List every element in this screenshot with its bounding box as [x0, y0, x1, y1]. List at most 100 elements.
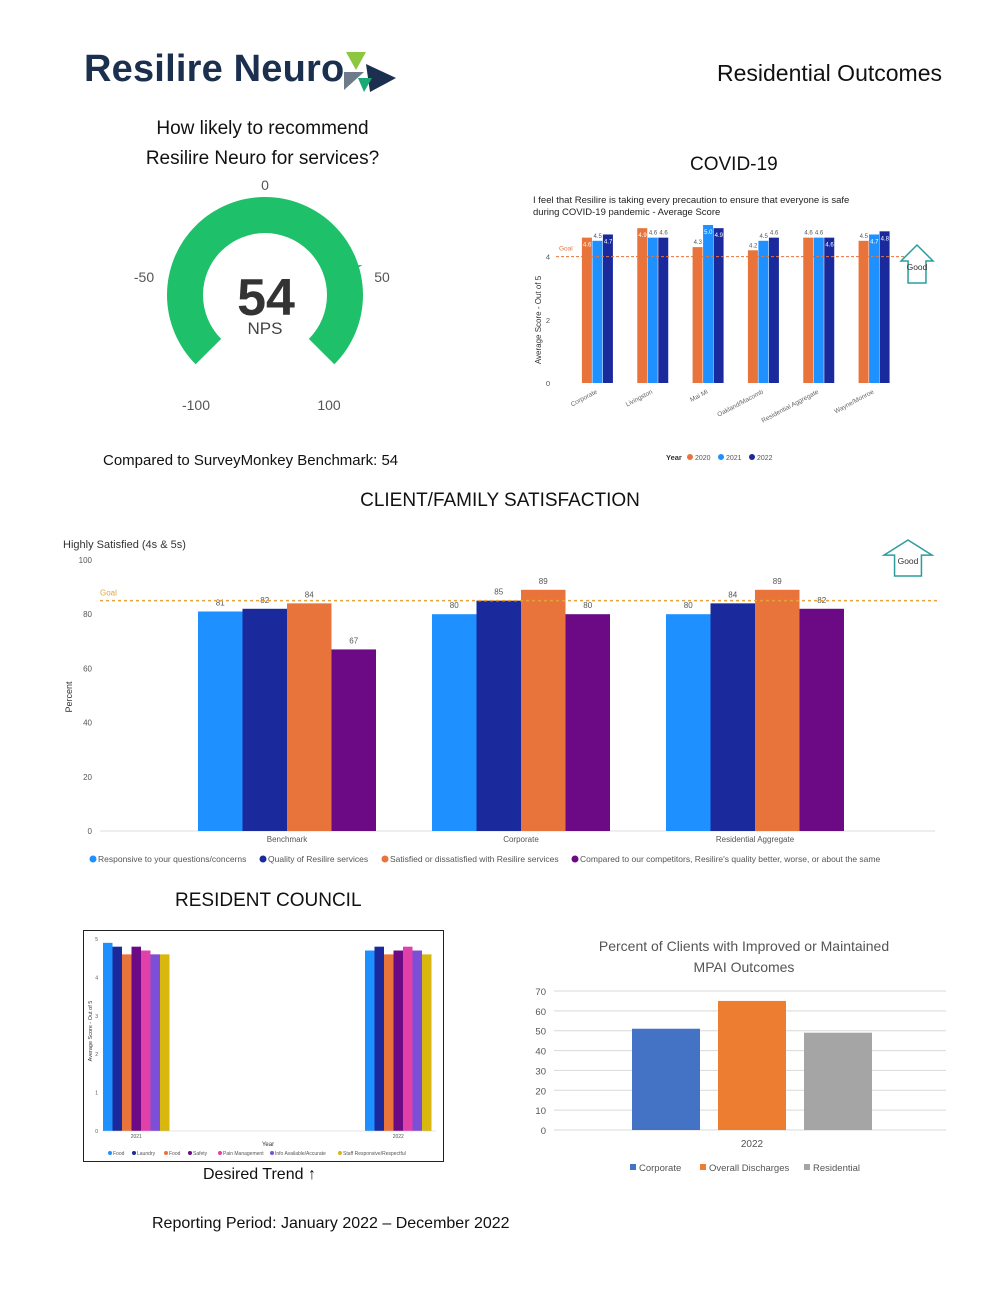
rc-y-tick: 4	[95, 975, 98, 981]
rc-x-axis-label: Year	[262, 1142, 274, 1148]
covid-bar	[858, 240, 869, 383]
rc-y-tick: 2	[95, 1052, 98, 1058]
satisfaction-x-tick: Residential Aggregate	[716, 835, 795, 844]
nps-question-line2: Resilire Neuro for services?	[145, 148, 380, 169]
covid-bar	[879, 231, 890, 383]
covid-legend-title: Year	[666, 453, 682, 462]
mpai-y-tick: 10	[535, 1106, 546, 1117]
rc-y-axis-label: Average Score - Out of 5	[88, 1001, 94, 1062]
covid-bar	[813, 237, 824, 383]
covid-bar	[869, 234, 880, 383]
covid-data-label: 4.6	[825, 243, 834, 249]
covid-data-label: 4.6	[770, 231, 779, 237]
nps-benchmark: Compared to SurveyMonkey Benchmark: 54	[103, 452, 399, 469]
rc-x-tick: 2022	[393, 1134, 404, 1140]
covid-data-label: 5.0	[704, 230, 713, 236]
covid-chart-title-line2: during COVID-19 pandemic - Average Score	[533, 207, 720, 218]
rc-legend-item: Info Available/Accurate	[275, 1151, 326, 1157]
covid-data-label: 4.6	[583, 243, 592, 249]
rc-bar	[403, 946, 413, 1131]
mpai-bar	[632, 1028, 700, 1130]
satisfaction-bar	[476, 600, 521, 831]
desired-trend: Desired Trend ↑	[203, 1166, 316, 1183]
nps-tick-0: 0	[261, 180, 269, 193]
covid-goal-label: Goal	[559, 246, 573, 253]
nps-value: 54	[237, 269, 295, 327]
satisfaction-y-tick: 0	[88, 827, 93, 836]
satisfaction-bar	[242, 608, 287, 831]
covid-data-label: 4.9	[715, 233, 724, 239]
rc-legend-swatch	[188, 1151, 192, 1155]
rc-bar	[422, 954, 432, 1131]
satisfaction-legend-item: Satisfied or dissatisfied with Resilire …	[390, 854, 559, 864]
resident-council-heading: RESIDENT COUNCIL	[175, 890, 362, 911]
covid-data-label: 4.5	[759, 234, 768, 240]
rc-y-tick: 0	[95, 1129, 98, 1135]
covid-chart-title-line1: I feel that Resilire is taking every pre…	[533, 195, 849, 206]
satisfaction-bar	[799, 608, 844, 831]
rc-legend-swatch	[108, 1151, 112, 1155]
covid-y-tick: 0	[546, 379, 550, 388]
covid-legend-item: 2021	[726, 455, 742, 462]
covid-bar	[602, 234, 613, 383]
covid-bar	[713, 228, 724, 383]
satisfaction-chart: Highly Satisfied (4s & 5s) Percent 0 20 40…	[63, 539, 940, 864]
nps-question: How likely to recommend Resilire Neuro f…	[90, 114, 435, 174]
covid-x-tick: Livingston	[625, 388, 654, 408]
brand-name: Resilire Neuro	[84, 48, 345, 90]
nps-gauge: 0 -50 50 -100 100 54 NPS	[134, 180, 390, 413]
covid-data-label: 4.3	[694, 240, 703, 246]
satisfaction-legend-swatch	[89, 855, 97, 863]
rc-y-tick: 5	[95, 937, 98, 943]
satisfaction-data-label: 67	[349, 636, 358, 645]
covid-bar	[747, 250, 758, 383]
satisfaction-bar	[565, 614, 610, 831]
mpai-legend-item: Corporate	[639, 1163, 681, 1174]
covid-bar	[703, 225, 714, 383]
satisfaction-legend-item: Compared to our competitors, Resilire's …	[580, 854, 880, 864]
covid-legend-swatch	[749, 454, 755, 460]
covid-bar	[768, 237, 779, 383]
satisfaction-good-arrow-icon	[881, 539, 935, 577]
covid-x-tick: Corporate	[570, 388, 599, 408]
covid-bar	[758, 240, 769, 383]
rc-bar	[112, 946, 122, 1131]
mpai-legend-swatch	[700, 1164, 706, 1170]
satisfaction-data-label: 89	[539, 577, 548, 586]
mpai-y-tick: 50	[535, 1027, 546, 1038]
rc-bar	[131, 946, 141, 1131]
covid-data-label: 4.7	[604, 239, 613, 245]
covid-legend-swatch	[718, 454, 724, 460]
covid-x-tick: Mai Mi	[689, 389, 709, 404]
rc-bar	[150, 954, 160, 1131]
nps-tick-neg50: -50	[134, 269, 154, 285]
mpai-y-tick: 20	[535, 1086, 546, 1097]
rc-legend-swatch	[270, 1151, 274, 1155]
covid-y-tick: 4	[546, 253, 550, 262]
nps-tick-100: 100	[317, 397, 341, 413]
mpai-y-tick: 0	[541, 1126, 546, 1137]
rc-bar	[122, 954, 132, 1131]
mpai-legend-swatch	[630, 1164, 636, 1170]
satisfaction-legend-swatch	[571, 855, 579, 863]
covid-legend-swatch	[687, 454, 693, 460]
rc-bar	[141, 950, 151, 1131]
rc-bar	[374, 946, 384, 1131]
satisfaction-bar	[198, 611, 243, 831]
satisfaction-heading: CLIENT/FAMILY SATISFACTION	[360, 490, 640, 511]
covid-bar	[824, 237, 835, 383]
satisfaction-good-label: Good	[898, 556, 919, 566]
covid-x-tick: Oakland/Macomb	[716, 388, 765, 418]
rc-legend-swatch	[164, 1151, 168, 1155]
covid-data-label: 4.9	[638, 233, 647, 239]
rc-legend-item: Food	[169, 1151, 181, 1157]
covid-x-tick: Residential Aggregate	[760, 388, 820, 424]
rc-bar	[365, 950, 375, 1131]
covid-legend-item: 2022	[757, 455, 773, 462]
satisfaction-data-label: 84	[728, 590, 737, 599]
mpai-title-line1: Percent of Clients with Improved or Main…	[599, 938, 889, 954]
covid-data-label: 4.6	[659, 231, 668, 237]
covid-bar	[647, 237, 658, 383]
mpai-chart: Percent of Clients with Improved or Main…	[535, 938, 946, 1174]
rc-x-tick: 2021	[131, 1134, 142, 1140]
